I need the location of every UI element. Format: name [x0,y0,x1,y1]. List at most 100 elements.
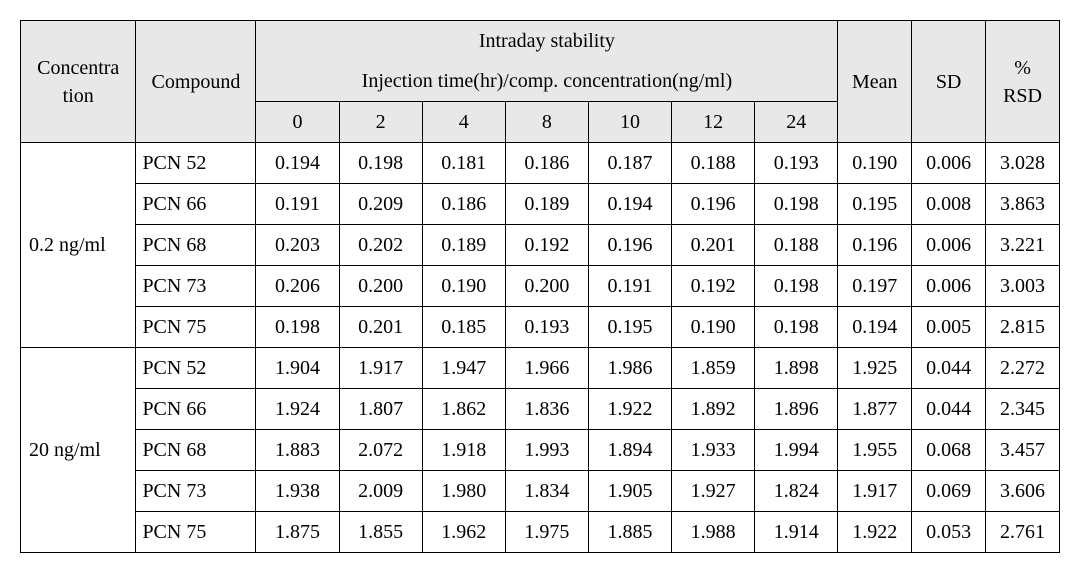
cell-value: 1.836 [505,389,588,430]
cell-sd: 0.044 [912,389,986,430]
cell-value: 1.966 [505,348,588,389]
table-header: Concentra tion Compound Intraday stabili… [21,21,1060,143]
cell-value: 2.009 [339,471,422,512]
cell-value: 0.198 [755,307,838,348]
cell-value: 0.181 [422,143,505,184]
cell-value: 1.918 [422,430,505,471]
cell-value: 0.195 [588,307,671,348]
cell-compound: PCN 52 [136,348,256,389]
cell-value: 0.200 [339,266,422,307]
cell-value: 0.186 [422,184,505,225]
cell-value: 0.188 [672,143,755,184]
cell-compound: PCN 73 [136,266,256,307]
col-intraday-sub: Injection time(hr)/comp. concentration(n… [256,61,838,102]
cell-value: 0.190 [422,266,505,307]
cell-value: 1.924 [256,389,339,430]
table-row: 20 ng/mlPCN 521.9041.9171.9471.9661.9861… [21,348,1060,389]
col-time-4: 4 [422,102,505,143]
cell-value: 1.894 [588,430,671,471]
cell-rsd: 2.815 [986,307,1060,348]
cell-sd: 0.006 [912,266,986,307]
cell-value: 0.206 [256,266,339,307]
cell-value: 1.892 [672,389,755,430]
cell-value: 1.875 [256,512,339,553]
cell-value: 0.187 [588,143,671,184]
cell-compound: PCN 68 [136,430,256,471]
cell-value: 1.898 [755,348,838,389]
cell-value: 0.188 [755,225,838,266]
col-time-10: 10 [588,102,671,143]
cell-sd: 0.068 [912,430,986,471]
cell-sd: 0.008 [912,184,986,225]
cell-mean: 1.917 [838,471,912,512]
cell-sd: 0.053 [912,512,986,553]
cell-mean: 1.922 [838,512,912,553]
cell-value: 1.933 [672,430,755,471]
col-time-0: 0 [256,102,339,143]
cell-value: 1.922 [588,389,671,430]
cell-value: 0.194 [588,184,671,225]
cell-rsd: 2.345 [986,389,1060,430]
col-time-24: 24 [755,102,838,143]
cell-value: 1.994 [755,430,838,471]
cell-value: 0.196 [672,184,755,225]
cell-value: 1.859 [672,348,755,389]
col-rsd: % RSD [986,21,1060,143]
cell-compound: PCN 68 [136,225,256,266]
cell-compound: PCN 73 [136,471,256,512]
table-row: PCN 751.8751.8551.9621.9751.8851.9881.91… [21,512,1060,553]
table-row: PCN 661.9241.8071.8621.8361.9221.8921.89… [21,389,1060,430]
cell-rsd: 2.761 [986,512,1060,553]
cell-rsd: 3.606 [986,471,1060,512]
cell-value: 0.190 [672,307,755,348]
table-row: PCN 681.8832.0721.9181.9931.8941.9331.99… [21,430,1060,471]
cell-value: 0.191 [256,184,339,225]
cell-compound: PCN 75 [136,512,256,553]
col-sd: SD [912,21,986,143]
cell-value: 1.807 [339,389,422,430]
cell-value: 0.209 [339,184,422,225]
cell-value: 0.201 [339,307,422,348]
cell-rsd: 3.221 [986,225,1060,266]
cell-value: 0.186 [505,143,588,184]
cell-value: 0.196 [588,225,671,266]
table-row: PCN 731.9382.0091.9801.8341.9051.9271.82… [21,471,1060,512]
cell-value: 1.834 [505,471,588,512]
cell-value: 1.938 [256,471,339,512]
cell-value: 1.927 [672,471,755,512]
cell-value: 0.198 [755,184,838,225]
cell-value: 1.855 [339,512,422,553]
table-row: PCN 660.1910.2090.1860.1890.1940.1960.19… [21,184,1060,225]
col-compound: Compound [136,21,256,143]
cell-mean: 0.197 [838,266,912,307]
cell-value: 0.202 [339,225,422,266]
cell-value: 0.198 [256,307,339,348]
cell-value: 0.200 [505,266,588,307]
col-time-12: 12 [672,102,755,143]
cell-value: 1.986 [588,348,671,389]
cell-mean: 1.877 [838,389,912,430]
cell-sd: 0.006 [912,143,986,184]
cell-value: 0.198 [339,143,422,184]
cell-mean: 0.190 [838,143,912,184]
cell-value: 0.193 [505,307,588,348]
cell-compound: PCN 75 [136,307,256,348]
stability-table: Concentra tion Compound Intraday stabili… [20,20,1060,553]
cell-value: 0.189 [422,225,505,266]
cell-value: 1.917 [339,348,422,389]
cell-value: 0.203 [256,225,339,266]
cell-value: 0.194 [256,143,339,184]
cell-value: 0.192 [505,225,588,266]
cell-concentration: 0.2 ng/ml [21,143,136,348]
table-row: PCN 750.1980.2010.1850.1930.1950.1900.19… [21,307,1060,348]
cell-mean: 0.194 [838,307,912,348]
cell-value: 1.905 [588,471,671,512]
cell-value: 1.975 [505,512,588,553]
cell-concentration: 20 ng/ml [21,348,136,553]
cell-value: 1.980 [422,471,505,512]
col-time-2: 2 [339,102,422,143]
cell-value: 1.988 [672,512,755,553]
cell-value: 0.192 [672,266,755,307]
cell-rsd: 3.457 [986,430,1060,471]
cell-value: 0.201 [672,225,755,266]
